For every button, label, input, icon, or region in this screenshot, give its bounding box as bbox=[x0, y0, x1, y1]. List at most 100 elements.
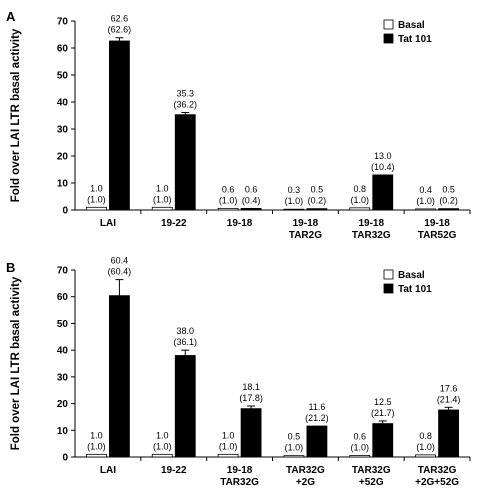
y-tick-label: 60 bbox=[57, 292, 69, 303]
legend-label-basal: Basal bbox=[398, 270, 425, 281]
data-label-normalized: (10.4) bbox=[371, 162, 395, 172]
y-tick-label: 20 bbox=[57, 152, 69, 163]
data-label-normalized: (62.6) bbox=[108, 25, 132, 35]
data-label-normalized: (1.0) bbox=[87, 441, 106, 451]
data-label-value: 0.5 bbox=[311, 185, 324, 195]
category-label: 19-18 bbox=[358, 218, 384, 229]
data-label-value: 0.6 bbox=[245, 184, 258, 194]
bar-tat101 bbox=[174, 355, 196, 458]
y-tick-label: 10 bbox=[57, 179, 69, 190]
y-tick-label: 30 bbox=[57, 125, 69, 136]
panel-a: A Fold over LAI LTR basal activity 0 10 20 30… bbox=[6, 9, 471, 241]
bar-basal bbox=[283, 208, 305, 211]
data-label-value: 60.4 bbox=[111, 256, 129, 266]
category-label: 19-22 bbox=[161, 218, 187, 229]
bar-tat101 bbox=[372, 423, 394, 458]
bar-basal bbox=[86, 206, 107, 211]
legend-swatch-basal bbox=[383, 19, 394, 30]
legend-label-tat101: Tat 101 bbox=[398, 34, 432, 45]
y-tick-label: 50 bbox=[57, 319, 69, 330]
data-label-normalized: (1.0) bbox=[285, 196, 304, 206]
category-label: 19-18 bbox=[227, 465, 253, 476]
bar-tat101 bbox=[240, 408, 262, 458]
data-label-normalized: (36.1) bbox=[173, 337, 197, 347]
data-label-normalized: (1.0) bbox=[350, 442, 369, 452]
category-label: LAI bbox=[100, 218, 116, 229]
data-label-value: 1.0 bbox=[222, 430, 235, 440]
y-tick-label: 0 bbox=[62, 206, 68, 217]
panel-letter: B bbox=[6, 260, 15, 275]
bar-tat101 bbox=[109, 295, 130, 458]
data-label-value: 0.8 bbox=[419, 431, 432, 441]
data-label-normalized: (17.8) bbox=[239, 393, 263, 403]
data-label-value: 0.6 bbox=[353, 431, 366, 441]
data-label-normalized: (1.0) bbox=[416, 196, 435, 206]
data-label-normalized: (0.4) bbox=[242, 195, 261, 205]
category-label: 19-18 bbox=[424, 218, 450, 229]
category-label: TAR52G bbox=[418, 230, 457, 241]
legend-swatch-basal bbox=[383, 269, 394, 280]
data-label-value: 0.5 bbox=[442, 185, 455, 195]
category-label: +52G bbox=[359, 477, 384, 488]
bar-basal bbox=[151, 206, 173, 211]
category-label: LAI bbox=[100, 465, 116, 476]
data-label-value: 62.6 bbox=[111, 14, 129, 24]
data-label-normalized: (1.0) bbox=[219, 195, 238, 205]
data-label-value: 11.6 bbox=[308, 402, 325, 412]
data-label-normalized: (60.4) bbox=[108, 267, 132, 277]
bar-tat101 bbox=[109, 40, 130, 211]
bar-basal bbox=[415, 454, 436, 458]
y-tick-label: 60 bbox=[57, 44, 69, 55]
data-label-value: 0.4 bbox=[419, 185, 432, 195]
legend-label-tat101: Tat 101 bbox=[398, 284, 432, 295]
y-tick-label: 40 bbox=[57, 346, 69, 357]
y-tick-label: 30 bbox=[57, 372, 69, 383]
category-label: TAR32G bbox=[418, 465, 457, 476]
category-label: TAR2G bbox=[289, 230, 322, 241]
bar-basal bbox=[217, 453, 239, 458]
data-label-value: 38.0 bbox=[176, 326, 194, 336]
data-label-value: 0.3 bbox=[288, 185, 301, 195]
category-label: TAR32G bbox=[352, 465, 391, 476]
data-label-value: 12.5 bbox=[374, 397, 392, 407]
data-label-normalized: (21.7) bbox=[371, 408, 395, 418]
y-tick-label: 50 bbox=[57, 71, 69, 82]
data-label-value: 18.1 bbox=[242, 382, 260, 392]
data-label-normalized: (36.2) bbox=[173, 100, 197, 110]
data-label-value: 13.0 bbox=[374, 151, 392, 161]
category-label: TAR32G bbox=[286, 465, 325, 476]
bar-basal bbox=[217, 207, 239, 211]
data-label-value: 1.0 bbox=[90, 183, 103, 193]
bar-tat101 bbox=[372, 174, 394, 211]
bar-tat101 bbox=[240, 207, 262, 211]
category-label: TAR32G bbox=[220, 477, 259, 488]
bar-basal bbox=[283, 455, 305, 458]
data-label-value: 35.3 bbox=[176, 89, 194, 99]
data-label-normalized: (1.0) bbox=[416, 442, 435, 452]
y-axis-label: Fold over LAI LTR basal activity bbox=[10, 28, 22, 202]
data-label-value: 1.0 bbox=[90, 430, 103, 440]
category-label: 19-18 bbox=[227, 218, 253, 229]
bar-basal bbox=[349, 207, 371, 211]
data-label-normalized: (21.4) bbox=[437, 394, 461, 404]
y-tick-label: 70 bbox=[57, 17, 69, 28]
bar-basal bbox=[415, 208, 436, 211]
data-label-normalized: (1.0) bbox=[219, 441, 238, 451]
bar-tat101 bbox=[174, 114, 196, 211]
panel-letter: A bbox=[6, 9, 16, 24]
category-label: TAR32G bbox=[352, 230, 391, 241]
category-label: 19-18 bbox=[293, 218, 319, 229]
data-label-normalized: (21.2) bbox=[305, 413, 329, 423]
data-label-value: 1.0 bbox=[156, 430, 169, 440]
legend-label-basal: Basal bbox=[398, 20, 425, 31]
data-label-normalized: (1.0) bbox=[87, 194, 106, 204]
y-tick-label: 10 bbox=[57, 426, 69, 437]
data-label-value: 17.6 bbox=[440, 383, 458, 393]
bar-tat101 bbox=[306, 425, 328, 458]
data-label-value: 0.8 bbox=[353, 184, 366, 194]
y-tick-label: 20 bbox=[57, 399, 69, 410]
category-label: +2G+52G bbox=[415, 477, 459, 488]
data-label-normalized: (1.0) bbox=[153, 441, 172, 451]
